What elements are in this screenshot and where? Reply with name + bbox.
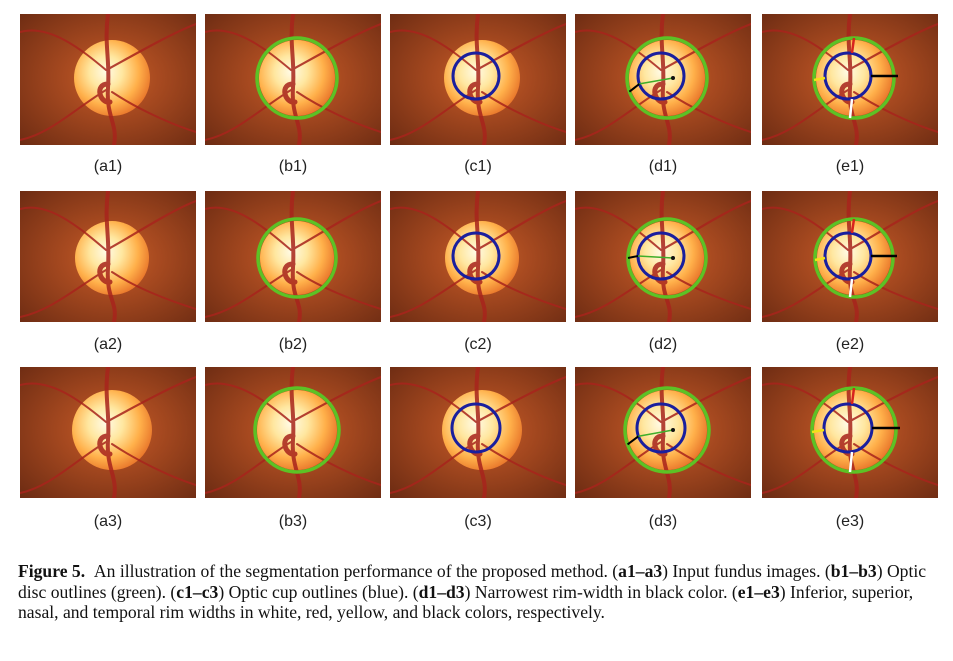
panel-label: (b3) — [278, 513, 308, 530]
fundus-panel — [20, 191, 196, 322]
cup-outline — [451, 51, 501, 101]
cup-outline — [450, 402, 502, 454]
cup-center-dot — [671, 76, 675, 80]
fundus-panel — [20, 367, 196, 498]
disc-outline — [255, 36, 339, 120]
cup-outline — [451, 231, 501, 281]
fundus-image — [575, 14, 751, 145]
fundus-panel — [205, 367, 381, 498]
nasal-rim-line — [811, 428, 825, 434]
blood-vessels — [20, 367, 196, 498]
fundus-panel — [205, 14, 381, 145]
rim-axis-line — [639, 77, 674, 85]
caption-text: ) Optic disc outlines (green). ( — [18, 561, 927, 602]
panel-label: (d1) — [648, 158, 678, 175]
fundus-image — [575, 367, 751, 498]
blood-vessels — [390, 191, 566, 322]
inferior-rim-line — [848, 278, 854, 298]
disc-outline — [625, 36, 709, 120]
fundus-panel — [762, 191, 938, 322]
superior-rim-line — [850, 218, 856, 234]
fundus-panel — [575, 191, 751, 322]
narrowest-rim-line — [626, 435, 640, 446]
fundus-image — [205, 14, 381, 145]
caption-text: ) Optic cup outlines (blue). ( — [218, 581, 419, 602]
nasal-rim-line — [814, 256, 826, 262]
fundus-image — [390, 367, 566, 498]
cup-center-dot — [671, 428, 675, 432]
cup-outline — [636, 51, 686, 101]
fundus-panel — [575, 367, 751, 498]
caption-ref: d1–d3 — [418, 581, 465, 602]
caption-ref: a1–a3 — [618, 561, 663, 581]
inferior-rim-line — [848, 98, 854, 119]
fundus-panel — [762, 14, 938, 145]
fundus-image — [762, 367, 938, 498]
panel-label: (c3) — [464, 513, 492, 530]
narrowest-rim-line — [628, 83, 641, 93]
panel-label: (a1) — [93, 158, 123, 175]
panel-label: (a2) — [93, 336, 123, 353]
disc-outline — [623, 386, 711, 474]
fundus-panel — [205, 191, 381, 322]
fundus-image — [20, 367, 196, 498]
fundus-panel — [575, 14, 751, 145]
panel-label: (d3) — [648, 513, 678, 530]
caption-figure-label: Figure 5. — [18, 561, 86, 581]
caption-text: ) Inferior, superior, nasal, and tempora… — [18, 581, 914, 623]
disc-outline — [253, 386, 341, 474]
caption-ref: e1–e3 — [737, 581, 780, 602]
narrowest-rim-line — [627, 255, 639, 259]
caption-text: ) Input fundus images. ( — [662, 561, 831, 581]
panel-label: (c1) — [464, 158, 492, 175]
fundus-panel — [390, 14, 566, 145]
cup-center-dot — [671, 256, 675, 260]
fundus-image — [390, 14, 566, 145]
caption-ref: b1–b3 — [830, 561, 877, 581]
fundus-panel — [762, 367, 938, 498]
blood-vessels — [20, 14, 196, 145]
rim-axis-line — [637, 255, 674, 259]
fundus-image — [762, 14, 938, 145]
fundus-image — [762, 191, 938, 322]
caption-text: An illustration of the segmentation perf… — [93, 561, 619, 581]
figure-caption: Figure 5. An illustration of the segment… — [18, 561, 938, 623]
caption-ref: c1–c3 — [176, 581, 219, 602]
blood-vessels — [762, 367, 938, 498]
panel-label: (e3) — [835, 513, 865, 530]
blood-vessels — [205, 191, 381, 322]
panel-label: (b1) — [278, 158, 308, 175]
fundus-panel — [390, 367, 566, 498]
fundus-panel — [390, 191, 566, 322]
fundus-image — [575, 191, 751, 322]
blood-vessels — [20, 191, 196, 322]
blood-vessels — [575, 367, 751, 498]
blood-vessels — [762, 191, 938, 322]
fundus-image — [205, 367, 381, 498]
nasal-rim-line — [813, 76, 826, 82]
rim-axis-line — [638, 429, 674, 437]
cup-outline — [635, 402, 687, 454]
blood-vessels — [205, 367, 381, 498]
caption-text: ) Narrowest rim-width in black color. ( — [464, 581, 738, 602]
fundus-image — [205, 191, 381, 322]
superior-rim-line — [850, 387, 856, 405]
panel-label: (e2) — [835, 336, 865, 353]
panel-label: (b2) — [278, 336, 308, 353]
figure: (a1) (b1) (c1) (d1) (e1) (a2) (b2) (c2) (d2) (e2)… — [20, 14, 938, 530]
fundus-image — [20, 191, 196, 322]
fundus-image — [390, 191, 566, 322]
panel-label: (c2) — [464, 336, 492, 353]
panel-label: (d2) — [648, 336, 678, 353]
panel-label: (e1) — [835, 158, 865, 175]
blood-vessels — [390, 367, 566, 498]
fundus-image — [20, 14, 196, 145]
disc-outline — [256, 217, 338, 299]
panel-label: (a3) — [93, 513, 123, 530]
superior-rim-line — [850, 37, 856, 54]
fundus-panel — [20, 14, 196, 145]
inferior-rim-line — [848, 451, 854, 473]
